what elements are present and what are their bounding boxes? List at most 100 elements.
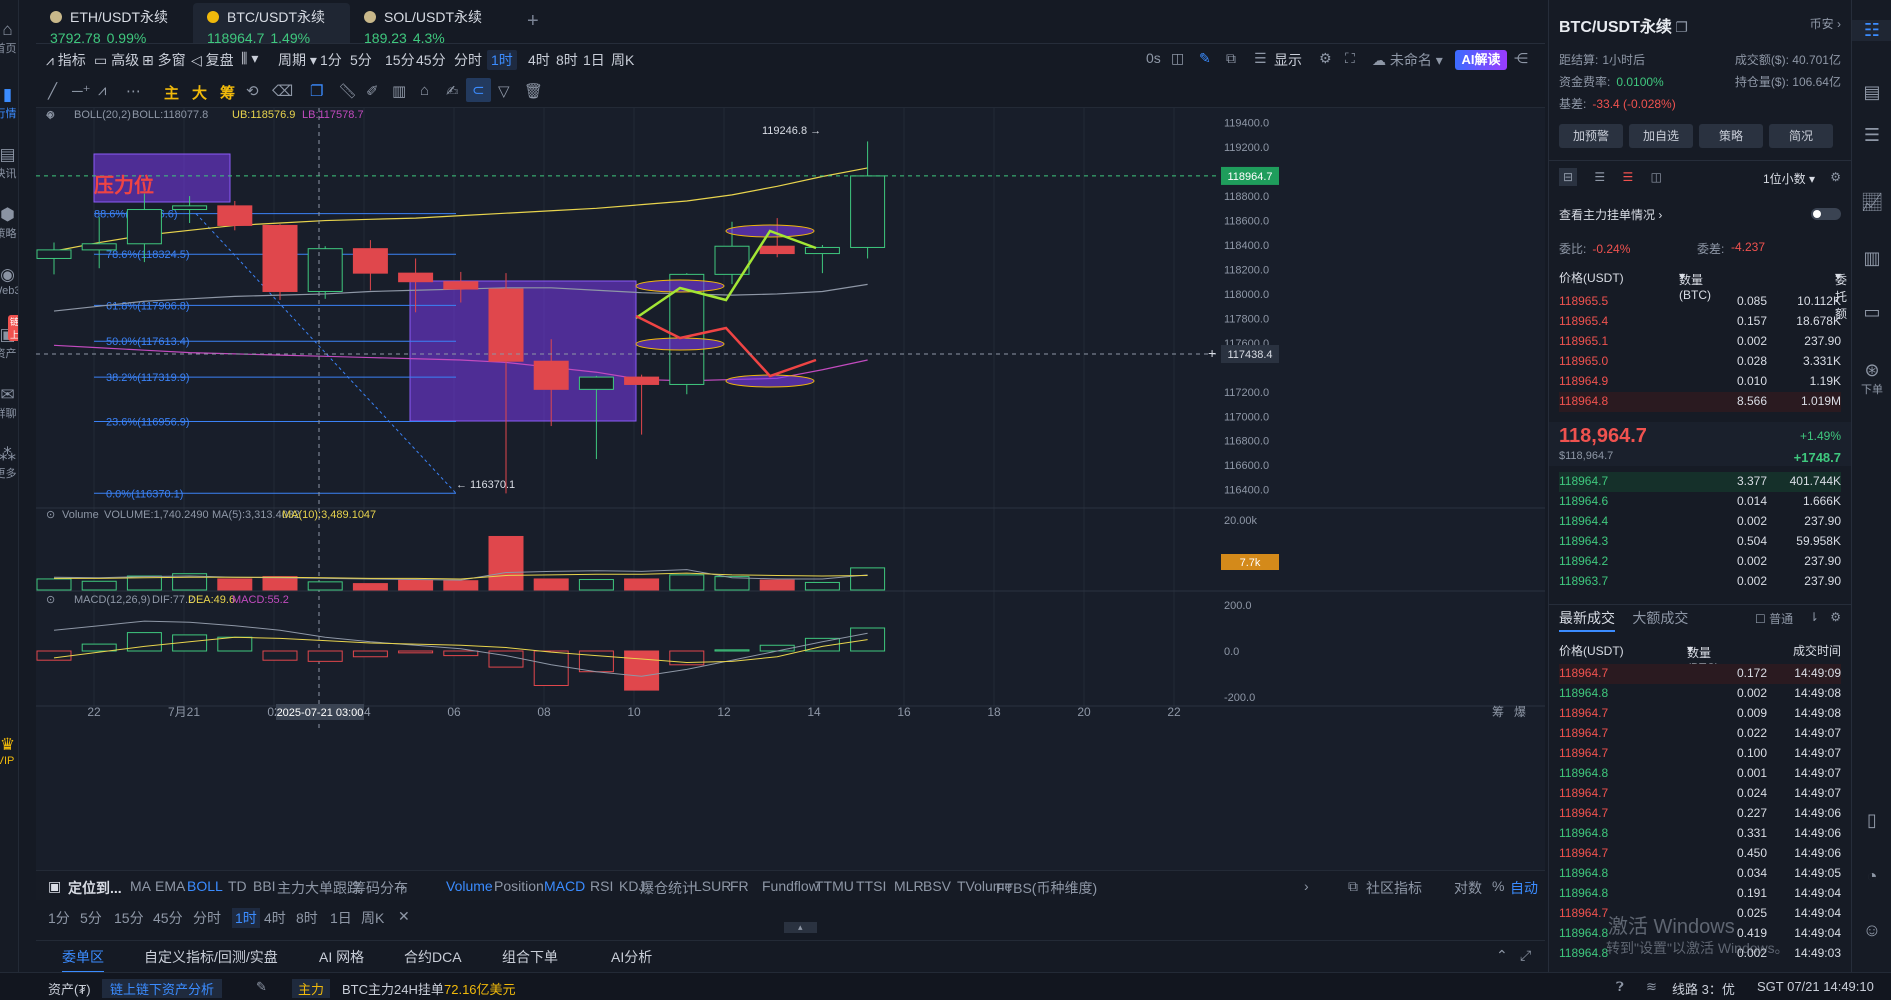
measure-icon[interactable]: ▥ [392, 83, 407, 100]
ask-row[interactable]: 118965.5 0.085 10.112K [1559, 292, 1841, 312]
period-bar-6[interactable]: 4时 [264, 910, 286, 926]
bot-icon[interactable]: ☺ [1862, 920, 1882, 940]
main-force-tool[interactable]: 主 [164, 85, 180, 102]
notes-icon[interactable]: ▤ [1863, 82, 1881, 102]
indicator-tab-8[interactable]: Volume [446, 878, 493, 894]
indicator-tab-9[interactable]: Position [494, 878, 544, 894]
period-bar-4[interactable]: 分时 [193, 910, 221, 926]
period-bar-5[interactable]: 1时 [232, 908, 260, 928]
eraser-icon[interactable]: ⌫ [272, 83, 294, 100]
magnet-icon[interactable]: ⊂ [466, 78, 491, 102]
indicator-tab-2[interactable]: EMA [155, 878, 186, 894]
copy-icon[interactable]: ❐ [1675, 19, 1688, 35]
indicator-tab-21[interactable]: TVolume [957, 878, 1013, 894]
nav-item-6[interactable]: ✉ 群聊 [0, 385, 18, 421]
nav-item-1[interactable]: ▮ 行情 [0, 85, 18, 121]
onchain-analysis-button[interactable]: 链上链下资产分析 [102, 979, 223, 998]
indicator-tab-15[interactable]: FR [730, 878, 749, 894]
view-asks-icon[interactable]: ☰ [1622, 170, 1634, 184]
cloud-icon[interactable]: ☁ 未命名 ▾ [1372, 52, 1443, 68]
brush-icon[interactable]: ✐ [366, 83, 379, 100]
trendline-tool-icon[interactable]: ╱ [48, 83, 58, 100]
chevron-right-icon[interactable]: › [1304, 878, 1309, 894]
multi-window-button[interactable]: ⊞ 多窗 [142, 52, 186, 68]
period-9[interactable]: 周K [611, 52, 635, 68]
exchange-dropdown[interactable]: 币安 › [1809, 17, 1841, 31]
period-bar-9[interactable]: 周K [361, 910, 385, 926]
ask-row[interactable]: 118965.0 0.028 3.331K [1559, 352, 1841, 372]
panel-button-2[interactable]: 策略 [1699, 124, 1763, 148]
fullscreen-icon[interactable]: ⛶ [1345, 50, 1355, 66]
ruler-icon[interactable]: 📏︎ [338, 83, 358, 100]
nav-item-0[interactable]: ⌂ 首页 [0, 20, 18, 56]
collapse-handle[interactable]: ▴ [784, 922, 817, 933]
panel-button-3[interactable]: 简况 [1769, 124, 1833, 148]
bid-row[interactable]: 118964.7 3.377 401.744K [1559, 472, 1841, 492]
edit-icon[interactable]: ✎ [256, 979, 267, 994]
period-3[interactable]: 45分 [416, 52, 446, 68]
big-order-tool[interactable]: 大 [192, 85, 208, 102]
add-tab-icon[interactable]: + [527, 10, 539, 32]
indicator-tab-16[interactable]: Fundflow [762, 878, 819, 894]
panel-button-1[interactable]: 加自选 [1629, 124, 1693, 148]
pen-icon[interactable]: ✎ [1199, 50, 1211, 66]
period-2[interactable]: 15分 [385, 52, 415, 68]
indicator-tab-7[interactable]: 筹码分布 [352, 880, 408, 896]
period-bar-7[interactable]: 8时 [296, 910, 318, 926]
panel-tab-4[interactable]: 组合下单 [502, 949, 558, 965]
nav-item-8[interactable]: ♛VIP [0, 735, 18, 767]
nav-item-7[interactable]: ⁂ 更多 [0, 445, 18, 481]
period-dropdown[interactable]: 周期 ▾ [278, 52, 317, 68]
share-icon[interactable]: ⋲ [1514, 50, 1528, 66]
period-7[interactable]: 8时 [556, 52, 578, 68]
indicator-tab-19[interactable]: MLR [894, 878, 924, 894]
panel-tab-2[interactable]: AI 网格 [319, 949, 365, 965]
ask-row[interactable]: 118964.9 0.010 1.19K [1559, 372, 1841, 392]
indicator-tab-22[interactable]: FTBS(币种维度) [996, 880, 1098, 896]
settings-icon[interactable]: ⚙ [1319, 50, 1332, 66]
chart-type-dropdown[interactable]: ⫼ ▾ [241, 50, 259, 66]
indicator-tab-18[interactable]: TTSI [856, 878, 887, 894]
camera-icon[interactable]: ◫ [1171, 50, 1185, 66]
period-bar-1[interactable]: 5分 [80, 910, 102, 926]
bid-row[interactable]: 118964.2 0.002 237.90 [1559, 552, 1841, 572]
wave-tool-icon[interactable]: ⩘ [98, 82, 107, 99]
period-bar-2[interactable]: 15分 [114, 910, 144, 926]
tab-large-trades[interactable]: 大额成交 [1632, 610, 1689, 626]
assets-label[interactable]: 资产(₮) [48, 982, 91, 997]
period-1[interactable]: 5分 [350, 52, 372, 68]
chart-canvas[interactable]: 88.6%(118656.6)78.6%(118324.5)61.8%(1179… [36, 108, 1545, 870]
bid-row[interactable]: 118964.4 0.002 237.90 [1559, 512, 1841, 532]
main-orders-link[interactable]: 查看主力挂单情况 › [1559, 208, 1663, 222]
popout-icon[interactable]: ⧉ [1226, 50, 1236, 66]
indicator-option-1[interactable]: 对数 [1454, 880, 1482, 896]
ai-interpret-button[interactable]: AI解读 [1455, 50, 1507, 70]
settings-icon[interactable]: ⚙ [1830, 610, 1841, 624]
chevron-up-icon[interactable]: ⌃ [1496, 947, 1508, 963]
panel-button-0[interactable]: 加预警 [1559, 124, 1623, 148]
sync-icon[interactable]: ⟲ [246, 83, 259, 100]
symbol-tab-0[interactable]: ETH/USDT永续 3792.78 0.99% [36, 3, 193, 46]
decimal-dropdown[interactable]: 1位小数 ▾ [1762, 172, 1815, 186]
period-bar-0[interactable]: 1分 [48, 910, 70, 926]
help-icon[interactable]: ❓︎ [1616, 979, 1624, 994]
ob-header-qty[interactable]: 数量(BTC) ▾ [1679, 269, 1711, 302]
list-icon[interactable]: ☰ [1863, 125, 1881, 145]
orderbook-icon[interactable]: ☷ [1852, 20, 1891, 41]
trades-header-qty[interactable]: 数量(BTC) ▾ [1687, 642, 1719, 675]
window-icon[interactable]: ▭ [1863, 302, 1881, 322]
ask-row[interactable]: 118965.1 0.002 237.90 [1559, 332, 1841, 352]
symbol-tab-2[interactable]: SOL/USDT永续 189.23 4.3% [350, 3, 507, 46]
tab-latest-trades[interactable]: 最新成交 [1559, 610, 1615, 632]
period-bar-8[interactable]: 1日 [330, 910, 352, 926]
advanced-button[interactable]: ▭ 高级 [94, 52, 140, 68]
bid-row[interactable]: 118963.7 0.002 237.90 [1559, 572, 1841, 592]
more-tools-icon[interactable]: ⋯ [126, 83, 141, 100]
settings-icon[interactable]: ⚙ [1830, 170, 1841, 184]
main-orders-toggle[interactable] [1811, 208, 1841, 220]
kline-icon[interactable]: ▥ [1863, 248, 1881, 268]
nav-item-3[interactable]: ⬢ 策略 [0, 205, 18, 241]
indicator-tab-6[interactable]: 主力大单跟踪 [277, 880, 361, 896]
display-button[interactable]: 显示 [1274, 52, 1302, 68]
replay-button[interactable]: ◁ 复盘 [191, 52, 234, 68]
